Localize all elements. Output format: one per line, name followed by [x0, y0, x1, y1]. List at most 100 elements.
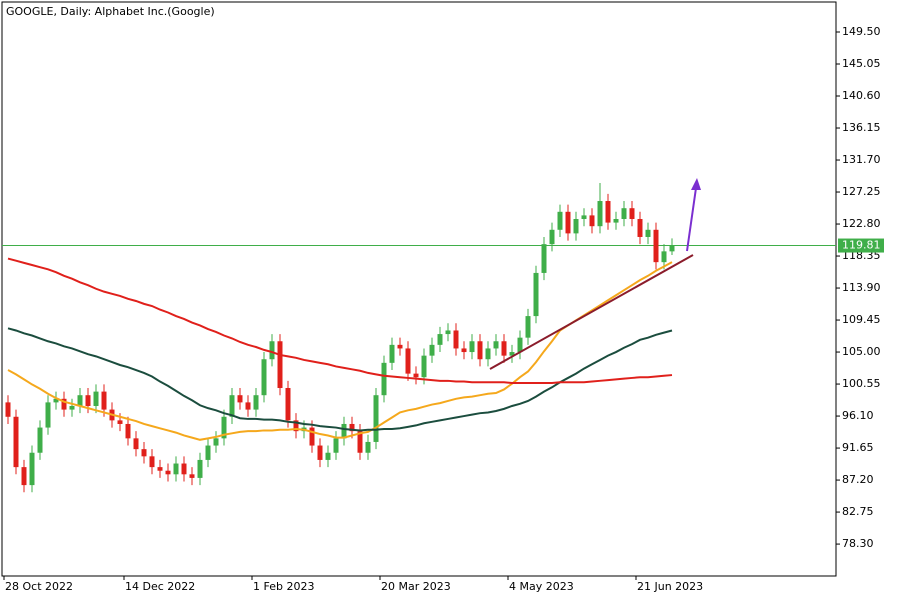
candle-body — [581, 215, 587, 219]
candle-body — [453, 330, 459, 349]
candle-body — [245, 402, 251, 410]
y-tick-label: 122.80 — [842, 217, 881, 230]
arrow-head — [691, 178, 701, 190]
candle-body — [421, 355, 427, 378]
candle-body — [405, 348, 411, 374]
candle-body — [533, 272, 539, 317]
candle-body — [597, 201, 603, 227]
candle-body — [37, 427, 43, 453]
candle-body — [189, 474, 195, 478]
y-tick-label: 78.30 — [842, 537, 874, 550]
y-tick-label: 131.70 — [842, 153, 881, 166]
candle-body — [117, 420, 123, 424]
trend-line — [489, 254, 694, 370]
x-tick-label: 20 Mar 2023 — [381, 580, 451, 593]
y-tick-label: 91.65 — [842, 441, 874, 454]
candle-body — [485, 348, 491, 360]
candle-body — [389, 344, 395, 363]
price-tag-label: 119.81 — [842, 239, 881, 252]
candle-body — [61, 398, 67, 410]
candle-body — [77, 395, 83, 406]
y-tick-label: 82.75 — [842, 505, 874, 518]
candle-body — [477, 341, 483, 360]
candle-body — [557, 211, 563, 230]
chart-title: GOOGLE, Daily: Alphabet Inc.(Google) — [6, 5, 215, 18]
candle-body — [93, 391, 99, 406]
candle-body — [173, 463, 179, 475]
candle-body — [253, 395, 259, 410]
candle-body — [645, 229, 651, 237]
y-tick-label: 109.45 — [842, 313, 881, 326]
candle-body — [293, 420, 299, 432]
y-tick-label: 127.25 — [842, 185, 881, 198]
y-tick-label: 149.50 — [842, 25, 881, 38]
candle-body — [629, 208, 635, 219]
candle-body — [165, 470, 171, 475]
candle-body — [661, 251, 667, 263]
candle-body — [589, 215, 595, 227]
candle-body — [549, 229, 555, 245]
candle-body — [133, 438, 139, 450]
candle-body — [469, 341, 475, 353]
candle-body — [125, 423, 131, 439]
candle-body — [653, 229, 659, 263]
candle-body — [13, 416, 19, 468]
candle-body — [277, 341, 283, 389]
candle-body — [157, 467, 163, 471]
candle-body — [541, 244, 547, 273]
y-tick-label: 140.60 — [842, 89, 881, 102]
y-tick-label: 145.05 — [842, 57, 881, 70]
candle-body — [509, 352, 515, 356]
candle-body — [29, 452, 35, 486]
candle-body — [373, 395, 379, 442]
candle-body — [101, 391, 107, 410]
candle-body — [397, 344, 403, 349]
candle-body — [493, 341, 499, 349]
y-tick-label: 96.10 — [842, 409, 874, 422]
candle-body — [573, 218, 579, 234]
candle-body — [197, 459, 203, 478]
candle-body — [149, 456, 155, 468]
y-tick-label: 100.55 — [842, 377, 881, 390]
candle-body — [349, 423, 355, 432]
candle-body — [237, 395, 243, 403]
candle-body — [5, 402, 11, 417]
candle-body — [621, 208, 627, 219]
candle-body — [637, 218, 643, 237]
candle-body — [517, 337, 523, 353]
candle-body — [429, 344, 435, 356]
candle-body — [669, 245, 675, 252]
candle-body — [205, 445, 211, 460]
x-tick-label: 28 Oct 2022 — [5, 580, 73, 593]
candle-body — [325, 452, 331, 460]
candle-body — [141, 449, 147, 457]
y-tick-label: 113.90 — [842, 281, 881, 294]
candle-body — [221, 416, 227, 439]
candle-body — [605, 201, 611, 223]
candle-body — [501, 341, 507, 356]
candle-body — [229, 395, 235, 417]
candle-body — [309, 427, 315, 446]
candle-body — [21, 467, 27, 486]
candle-body — [285, 388, 291, 421]
candle-body — [45, 402, 51, 428]
candle-body — [69, 405, 75, 410]
candle-body — [445, 330, 451, 335]
x-tick-label: 1 Feb 2023 — [253, 580, 314, 593]
candle-body — [365, 441, 371, 453]
x-tick-label: 21 Jun 2023 — [637, 580, 703, 593]
candle-body — [181, 463, 187, 475]
candle-body — [437, 334, 443, 345]
candle-body — [613, 218, 619, 223]
candle-body — [461, 348, 467, 353]
candle-body — [413, 373, 419, 378]
candle-body — [85, 395, 91, 406]
arrow-shaft — [686, 187, 697, 252]
candle-body — [269, 341, 275, 360]
candle-body — [565, 211, 571, 234]
candle-body — [381, 362, 387, 396]
plot-frame — [1, 1, 837, 577]
candle-body — [317, 445, 323, 460]
x-tick-label: 4 May 2023 — [509, 580, 574, 593]
candle-body — [213, 438, 219, 446]
